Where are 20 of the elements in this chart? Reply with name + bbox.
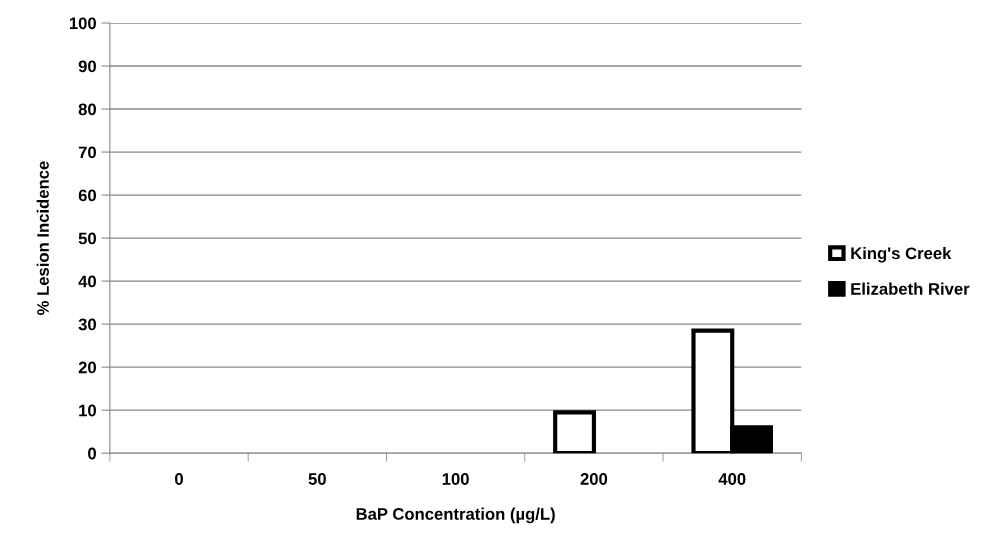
y-tick-label: 10 bbox=[79, 404, 96, 417]
y-tick-label: 80 bbox=[78, 103, 96, 116]
x-tick-label: 400 bbox=[718, 473, 746, 485]
y-tick-label: 60 bbox=[78, 189, 96, 202]
legend-label: King's Creek bbox=[851, 246, 952, 263]
y-tick-label: 70 bbox=[78, 146, 96, 159]
y-tick-label: 50 bbox=[78, 232, 96, 245]
y-tick-label: 0 bbox=[88, 447, 96, 460]
x-axis-title: BaP Concentration (µg/L) bbox=[356, 507, 555, 524]
y-axis-title: % Lesion Incidence bbox=[36, 161, 49, 316]
x-tick-label: 0 bbox=[175, 473, 183, 485]
y-tick-label: 90 bbox=[78, 60, 96, 73]
x-tick-label: 50 bbox=[308, 473, 326, 485]
x-tick-label: 100 bbox=[442, 473, 469, 485]
y-tick-label: 20 bbox=[78, 361, 96, 374]
x-tick-label: 200 bbox=[580, 473, 608, 485]
legend-label: Elizabeth River bbox=[851, 282, 970, 295]
y-tick-label: 100 bbox=[69, 17, 96, 30]
y-tick-label: 30 bbox=[78, 318, 96, 331]
y-tick-label: 40 bbox=[78, 275, 96, 288]
